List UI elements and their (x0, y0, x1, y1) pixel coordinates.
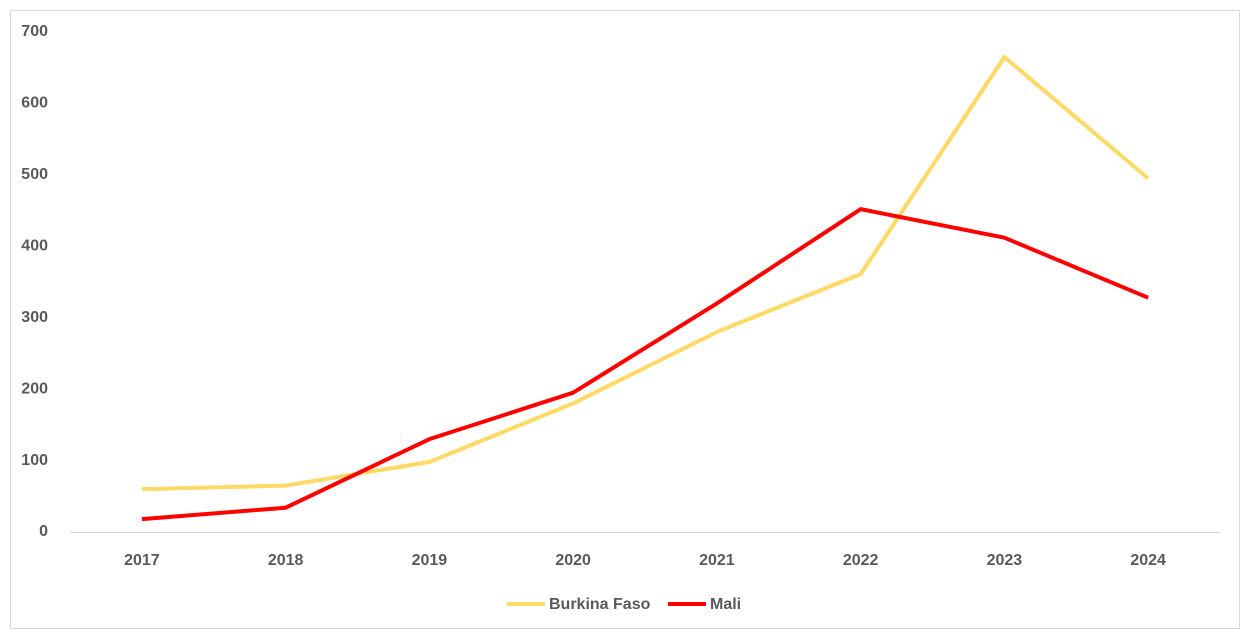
chart-frame (10, 10, 1240, 629)
x-tick-label: 2023 (987, 552, 1023, 569)
series-line (141, 207, 1149, 522)
x-tick-label: 2019 (412, 552, 448, 569)
x-tick-label: 2021 (699, 552, 735, 569)
x-tick-label: 2017 (124, 552, 160, 569)
y-tick-label: 300 (21, 309, 48, 326)
legend-label: Burkina Faso (549, 596, 651, 613)
y-tick-label: 200 (21, 380, 48, 397)
y-tick-label: 400 (21, 238, 48, 255)
y-tick-label: 0 (39, 523, 48, 540)
y-tick-label: 100 (21, 452, 48, 469)
legend-label: Mali (710, 596, 741, 613)
x-tick-label: 2024 (1130, 552, 1166, 569)
y-tick-label: 700 (21, 23, 48, 40)
y-tick-label: 500 (21, 166, 48, 183)
y-tick-label: 600 (21, 95, 48, 112)
x-tick-label: 2018 (268, 552, 304, 569)
x-tick-label: 2022 (843, 552, 879, 569)
x-tick-label: 2020 (555, 552, 591, 569)
series-line (141, 55, 1150, 492)
